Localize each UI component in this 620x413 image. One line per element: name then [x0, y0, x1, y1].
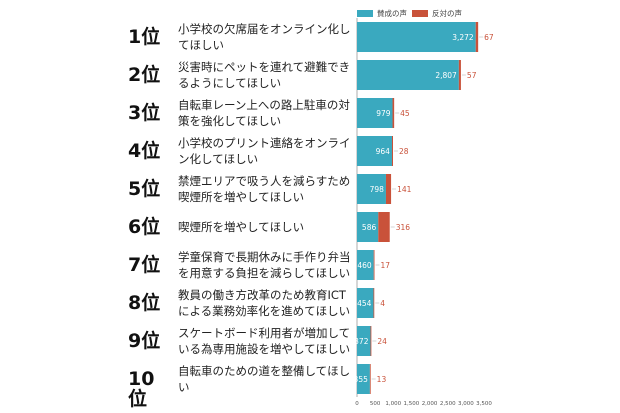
- data-label-oppose: 45: [400, 109, 410, 118]
- category-label: 喫煙所を増やしてほしい: [178, 220, 305, 234]
- x-tick-label: 3,500: [476, 401, 492, 407]
- x-tick-label: 2,000: [422, 401, 438, 407]
- data-label-support: 460: [357, 261, 372, 270]
- bar-support: [357, 288, 374, 318]
- legend-label-oppose: 反対の声: [432, 9, 462, 18]
- x-tick-label: 500: [370, 401, 381, 407]
- bar-oppose: [385, 174, 392, 204]
- category-label: 自転車のための道を整備してほしい: [178, 364, 351, 394]
- bar-oppose: [392, 98, 395, 128]
- category-label: 学童保育で長期休みに手作り弁当を用意する負担を減らしてほしい: [178, 250, 351, 280]
- bar-oppose: [369, 364, 371, 394]
- x-tick-label: 1,500: [404, 401, 420, 407]
- rank-label: 3位: [128, 102, 161, 124]
- bar-oppose: [378, 212, 390, 242]
- legend-swatch-support: [357, 10, 373, 17]
- bar-support: [357, 22, 476, 52]
- x-tick-label: 0: [355, 401, 359, 407]
- data-label-support: 355: [354, 375, 369, 384]
- data-label-support: 964: [376, 147, 391, 156]
- data-label-oppose: 67: [484, 33, 494, 42]
- data-label-support: 3,272: [452, 33, 474, 42]
- bar-support: [357, 326, 371, 356]
- bar-oppose: [391, 136, 393, 166]
- category-label: 禁煙エリアで吸う人を減らすため喫煙所を増やしてほしい: [178, 174, 351, 204]
- category-label: 小学校のプリント連絡をオンライン化してほしい: [178, 136, 351, 166]
- bar-support: [357, 250, 374, 280]
- legend-support: 賛成の声: [357, 8, 407, 19]
- category-label: スケートボード利用者が増加している為専用施設を増やしてほしい: [178, 326, 351, 356]
- rank-label: 4位: [128, 140, 161, 162]
- data-label-oppose: 28: [399, 147, 409, 156]
- bar-oppose: [373, 288, 375, 318]
- bar-support: [357, 364, 370, 394]
- bar-support: [357, 98, 393, 128]
- data-label-oppose: 316: [396, 223, 411, 232]
- bar-support: [357, 136, 392, 166]
- data-label-support: 798: [370, 185, 385, 194]
- legend-swatch-oppose: [412, 10, 428, 17]
- data-label-oppose: 13: [377, 375, 387, 384]
- data-label-oppose: 57: [467, 71, 477, 80]
- category-label: 災害時にペットを連れて避難できるようにしてほしい: [178, 60, 351, 90]
- rank-label: 9位: [128, 330, 161, 352]
- data-label-support: 454: [357, 299, 372, 308]
- rank-label: 1位: [128, 26, 161, 48]
- category-label: 教員の働き方改革のため教育ICTによる業務効率化を進めてほしい: [178, 288, 351, 318]
- bar-oppose: [370, 326, 372, 356]
- data-label-support: 586: [362, 223, 377, 232]
- rank-label: 5位: [128, 178, 161, 200]
- x-tick-label: 1,000: [385, 401, 401, 407]
- data-label-oppose: 17: [380, 261, 390, 270]
- bar-support: [357, 60, 459, 90]
- data-label-support: 372: [354, 337, 369, 346]
- rank-label: 7位: [128, 254, 161, 276]
- bar-support: [357, 174, 386, 204]
- data-label-oppose: 24: [377, 337, 387, 346]
- bar-support: [357, 212, 379, 242]
- rank-label: 2位: [128, 64, 161, 86]
- rank-label: 8位: [128, 292, 161, 314]
- bar-oppose: [373, 250, 375, 280]
- x-tick-label: 2,500: [440, 401, 456, 407]
- rank-label: 6位: [128, 216, 161, 238]
- rank-label: 10位: [128, 368, 155, 410]
- data-label-support: 979: [376, 109, 391, 118]
- legend-label-support: 賛成の声: [377, 9, 407, 18]
- data-label-oppose: 4: [380, 299, 385, 308]
- bar-oppose: [458, 60, 461, 90]
- data-label-oppose: 141: [397, 185, 412, 194]
- data-label-support: 2,807: [435, 71, 457, 80]
- category-label: 小学校の欠席届をオンライン化してほしい: [178, 22, 351, 52]
- x-tick-label: 3,000: [458, 401, 474, 407]
- legend-oppose: 反対の声: [412, 8, 462, 19]
- category-label: 自転車レーン上への路上駐車の対策を強化してほしい: [178, 98, 350, 128]
- bar-oppose: [475, 22, 479, 52]
